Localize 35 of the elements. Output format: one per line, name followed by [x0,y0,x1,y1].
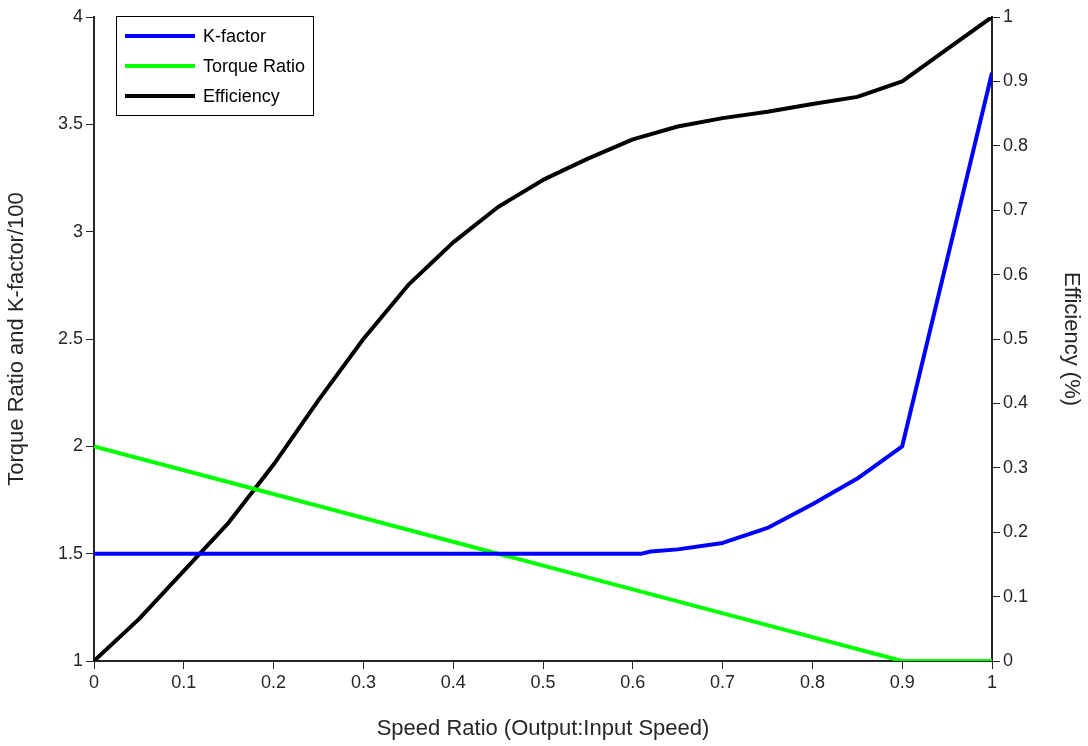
x-tick-label: 0.9 [889,671,915,692]
legend-label: Torque Ratio [203,55,306,77]
x-axis-title: Speed Ratio (Output:Input Speed) [376,714,710,740]
x-tick-label: 0.8 [799,671,825,692]
x-tick-label: 0.7 [710,671,736,692]
y2-tick-label: 0.4 [1003,392,1029,413]
x-tick-label: 0 [88,671,100,692]
y2-tick-label: 0.9 [1003,70,1029,91]
y2-tick-label: 0.7 [1003,199,1029,220]
y2-tick-label: 0.1 [1003,585,1029,606]
y2-tick-label: 0.2 [1003,521,1029,542]
x-tick-label: 0.3 [350,671,376,692]
y2-tick-label: 0.8 [1003,134,1029,155]
y-tick-label: 1.5 [57,542,83,563]
x-tick-label: 0.1 [171,671,197,692]
legend-label: K-factor [203,25,267,47]
y2-tick-label: 1 [1003,5,1014,26]
x-tick-label: 0.6 [620,671,646,692]
y-tick-label: 2 [72,435,83,456]
y-axis-title: Torque Ratio and K-factor/100 [3,192,29,486]
y2-tick-label: 0.6 [1003,263,1029,284]
y2-axis-title: Efficiency (%) [1059,271,1085,407]
y2-tick-label: 0.5 [1003,327,1029,348]
x-tick-label: 0.4 [440,671,466,692]
y2-tick-label: 0 [1003,649,1014,670]
x-tick-label: 0.5 [530,671,556,692]
y-tick-label: 1 [72,649,83,670]
y-tick-label: 3 [72,220,83,241]
x-tick-label: 0.2 [261,671,287,692]
x-tick-label: 1 [986,671,998,692]
y-tick-label: 3.5 [57,113,83,134]
legend-label: Efficiency [203,85,280,107]
y2-tick-label: 0.3 [1003,456,1029,477]
y-tick-label: 4 [72,5,83,26]
y-tick-label: 2.5 [57,327,83,348]
